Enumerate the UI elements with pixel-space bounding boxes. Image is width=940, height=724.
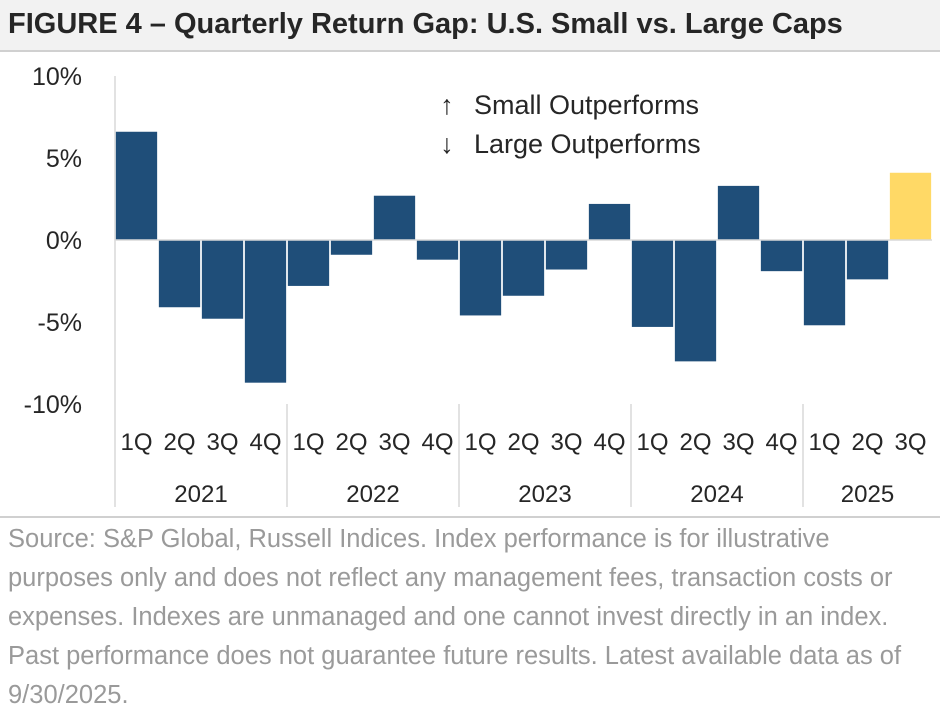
bar xyxy=(287,240,330,286)
legend-up-label: Small Outperforms xyxy=(474,90,699,120)
bar xyxy=(244,240,287,383)
bar xyxy=(330,240,373,255)
bar xyxy=(846,240,889,280)
bar xyxy=(889,172,932,240)
quarter-label: 1Q xyxy=(636,429,668,456)
bar xyxy=(416,240,459,260)
bar xyxy=(588,203,631,240)
figure-title: FIGURE 4 – Quarterly Return Gap: U.S. Sm… xyxy=(8,8,843,40)
legend-down-label: Large Outperforms xyxy=(474,129,701,159)
year-label: 2024 xyxy=(690,481,743,508)
footer: Source: S&P Global, Russell Indices. Ind… xyxy=(0,516,940,724)
y-tick-label: 10% xyxy=(32,63,82,91)
bar xyxy=(115,131,158,240)
bar xyxy=(158,240,201,308)
legend-up-arrow: ↑ xyxy=(440,90,454,120)
quarter-label: 3Q xyxy=(550,429,582,456)
quarter-label: 4Q xyxy=(249,429,281,456)
y-tick-label: -5% xyxy=(38,309,82,337)
quarter-label: 1Q xyxy=(464,429,496,456)
bar xyxy=(201,240,244,319)
quarter-label: 2Q xyxy=(679,429,711,456)
legend-down-arrow: ↓ xyxy=(440,129,454,159)
bar xyxy=(502,240,545,296)
quarter-label: 4Q xyxy=(765,429,797,456)
bar xyxy=(803,240,846,326)
year-label: 2023 xyxy=(518,481,571,508)
title-bar: FIGURE 4 – Quarterly Return Gap: U.S. Sm… xyxy=(0,0,940,52)
quarter-label: 2Q xyxy=(851,429,883,456)
quarter-label: 3Q xyxy=(206,429,238,456)
bar xyxy=(631,240,674,327)
y-tick-label: 5% xyxy=(46,145,82,173)
quarter-label: 3Q xyxy=(894,429,926,456)
quarter-label: 2Q xyxy=(163,429,195,456)
bar xyxy=(717,185,760,240)
source-note: Source: S&P Global, Russell Indices. Ind… xyxy=(8,525,902,709)
quarter-label: 1Q xyxy=(808,429,840,456)
bar-chart: 10% 5% 0% -5% -10% 1Q 2Q 3Q 4Q 1Q 2Q 3Q 4Q 1Q 2Q 3Q 4Q 1Q… xyxy=(24,63,932,508)
quarter-label: 3Q xyxy=(722,429,754,456)
bar xyxy=(459,240,502,316)
year-label: 2022 xyxy=(346,481,399,508)
bar xyxy=(373,195,416,240)
bar xyxy=(674,240,717,362)
y-tick-label: -10% xyxy=(24,391,82,419)
y-tick-label: 0% xyxy=(46,227,82,255)
quarter-label: 4Q xyxy=(421,429,453,456)
quarter-label: 2Q xyxy=(507,429,539,456)
bar xyxy=(760,240,803,272)
year-label: 2021 xyxy=(174,481,227,508)
quarter-label: 4Q xyxy=(593,429,625,456)
quarter-label: 1Q xyxy=(120,429,152,456)
quarter-label: 3Q xyxy=(378,429,410,456)
year-label: 2025 xyxy=(841,481,894,508)
bar xyxy=(545,240,588,270)
quarter-label: 2Q xyxy=(335,429,367,456)
quarter-label: 1Q xyxy=(292,429,324,456)
